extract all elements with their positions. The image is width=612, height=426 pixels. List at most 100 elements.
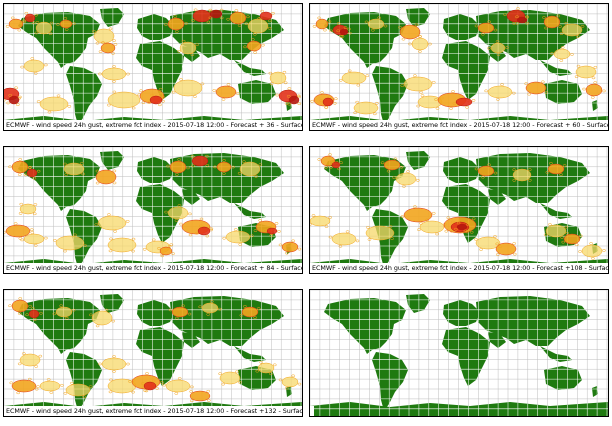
index-contour (167, 244, 172, 248)
index-contour (164, 23, 168, 26)
index-contour (244, 22, 249, 26)
index-area-level-low (269, 71, 287, 85)
index-contour (511, 91, 516, 95)
index-contour (231, 165, 235, 169)
world-map (4, 4, 302, 130)
index-contour (327, 95, 332, 98)
index-area-level-max (288, 95, 300, 105)
land-greenland (406, 151, 430, 170)
land-southeast-asia (234, 60, 266, 76)
index-contour (155, 387, 160, 390)
world-map (4, 290, 302, 416)
index-contour (377, 16, 381, 20)
index-contour (570, 53, 574, 56)
index-contour (268, 372, 273, 376)
index-area-level-mid (246, 40, 262, 52)
land-southeast-asia (540, 346, 572, 362)
index-contour (340, 35, 345, 38)
index-contour (63, 391, 68, 395)
index-area-level-high (331, 161, 341, 169)
index-contour (578, 250, 582, 253)
panel-caption (310, 406, 314, 416)
index-contour (20, 65, 24, 69)
index-contour (413, 205, 417, 209)
index-contour (188, 212, 192, 216)
index-contour (371, 28, 375, 32)
index-contour (323, 28, 327, 32)
index-contour (222, 159, 226, 162)
index-contour (131, 106, 136, 110)
panel-caption: ECMWF - wind speed 24h gust, extreme fct… (310, 263, 608, 273)
panel-caption: ECMWF - wind speed 24h gust, extreme fct… (310, 120, 608, 130)
index-contour (94, 223, 99, 227)
index-contour (589, 242, 593, 245)
index-area-level-low (575, 65, 597, 79)
index-contour (88, 385, 93, 389)
index-area-level-low (403, 76, 433, 92)
index-area-level-mid (100, 42, 116, 54)
index-contour (312, 25, 317, 28)
index-area-level-mid (241, 306, 259, 318)
index-contour (27, 166, 32, 170)
index-contour (31, 307, 35, 310)
index-contour (393, 157, 398, 161)
index-contour (16, 391, 21, 395)
index-contour (63, 162, 67, 166)
index-contour (260, 9, 264, 13)
index-contour (575, 35, 580, 38)
index-contour (253, 229, 258, 232)
index-area-level-high (28, 309, 40, 319)
index-contour (64, 316, 69, 320)
index-contour (480, 32, 485, 36)
index-contour (576, 64, 581, 68)
index-contour (275, 93, 279, 97)
index-contour (401, 37, 406, 41)
index-contour (126, 72, 130, 76)
index-contour (337, 167, 341, 171)
index-contour (249, 234, 254, 238)
index-contour (320, 91, 324, 94)
index-contour (336, 29, 341, 33)
index-area-level-max (339, 28, 349, 36)
index-contour (177, 158, 182, 161)
index-area-level-low (55, 235, 85, 251)
index-area-level-mid (11, 160, 29, 174)
index-contour (206, 313, 211, 316)
index-contour (425, 218, 429, 222)
index-contour (18, 158, 23, 161)
world-map (4, 147, 302, 273)
index-contour (112, 80, 116, 83)
index-contour (345, 230, 350, 234)
index-contour (177, 377, 182, 380)
index-contour (272, 363, 277, 367)
index-contour (258, 219, 263, 222)
index-contour (274, 222, 279, 225)
index-contour (558, 25, 562, 28)
index-contour (208, 16, 213, 20)
index-area-level-low (395, 172, 417, 186)
index-contour (131, 390, 135, 394)
land-arabia (182, 332, 200, 348)
index-contour (235, 92, 240, 95)
index-contour (471, 98, 476, 102)
index-contour (278, 378, 283, 382)
index-contour (327, 20, 332, 23)
index-contour (34, 31, 39, 35)
index-contour (151, 238, 156, 242)
index-area-level-low (411, 37, 429, 51)
index-contour (578, 234, 583, 238)
index-contour (56, 23, 60, 26)
index-contour (108, 249, 113, 253)
index-contour (18, 212, 23, 215)
index-contour (161, 95, 165, 99)
land-africa (136, 41, 184, 100)
index-area-level-mid (5, 224, 31, 238)
index-contour (257, 17, 261, 21)
index-contour (212, 89, 217, 92)
index-contour (428, 42, 432, 46)
index-contour (544, 26, 548, 30)
index-area-level-low (55, 306, 73, 318)
index-contour (95, 324, 100, 328)
land-greenland (100, 294, 124, 313)
index-area-level-low (365, 225, 395, 241)
